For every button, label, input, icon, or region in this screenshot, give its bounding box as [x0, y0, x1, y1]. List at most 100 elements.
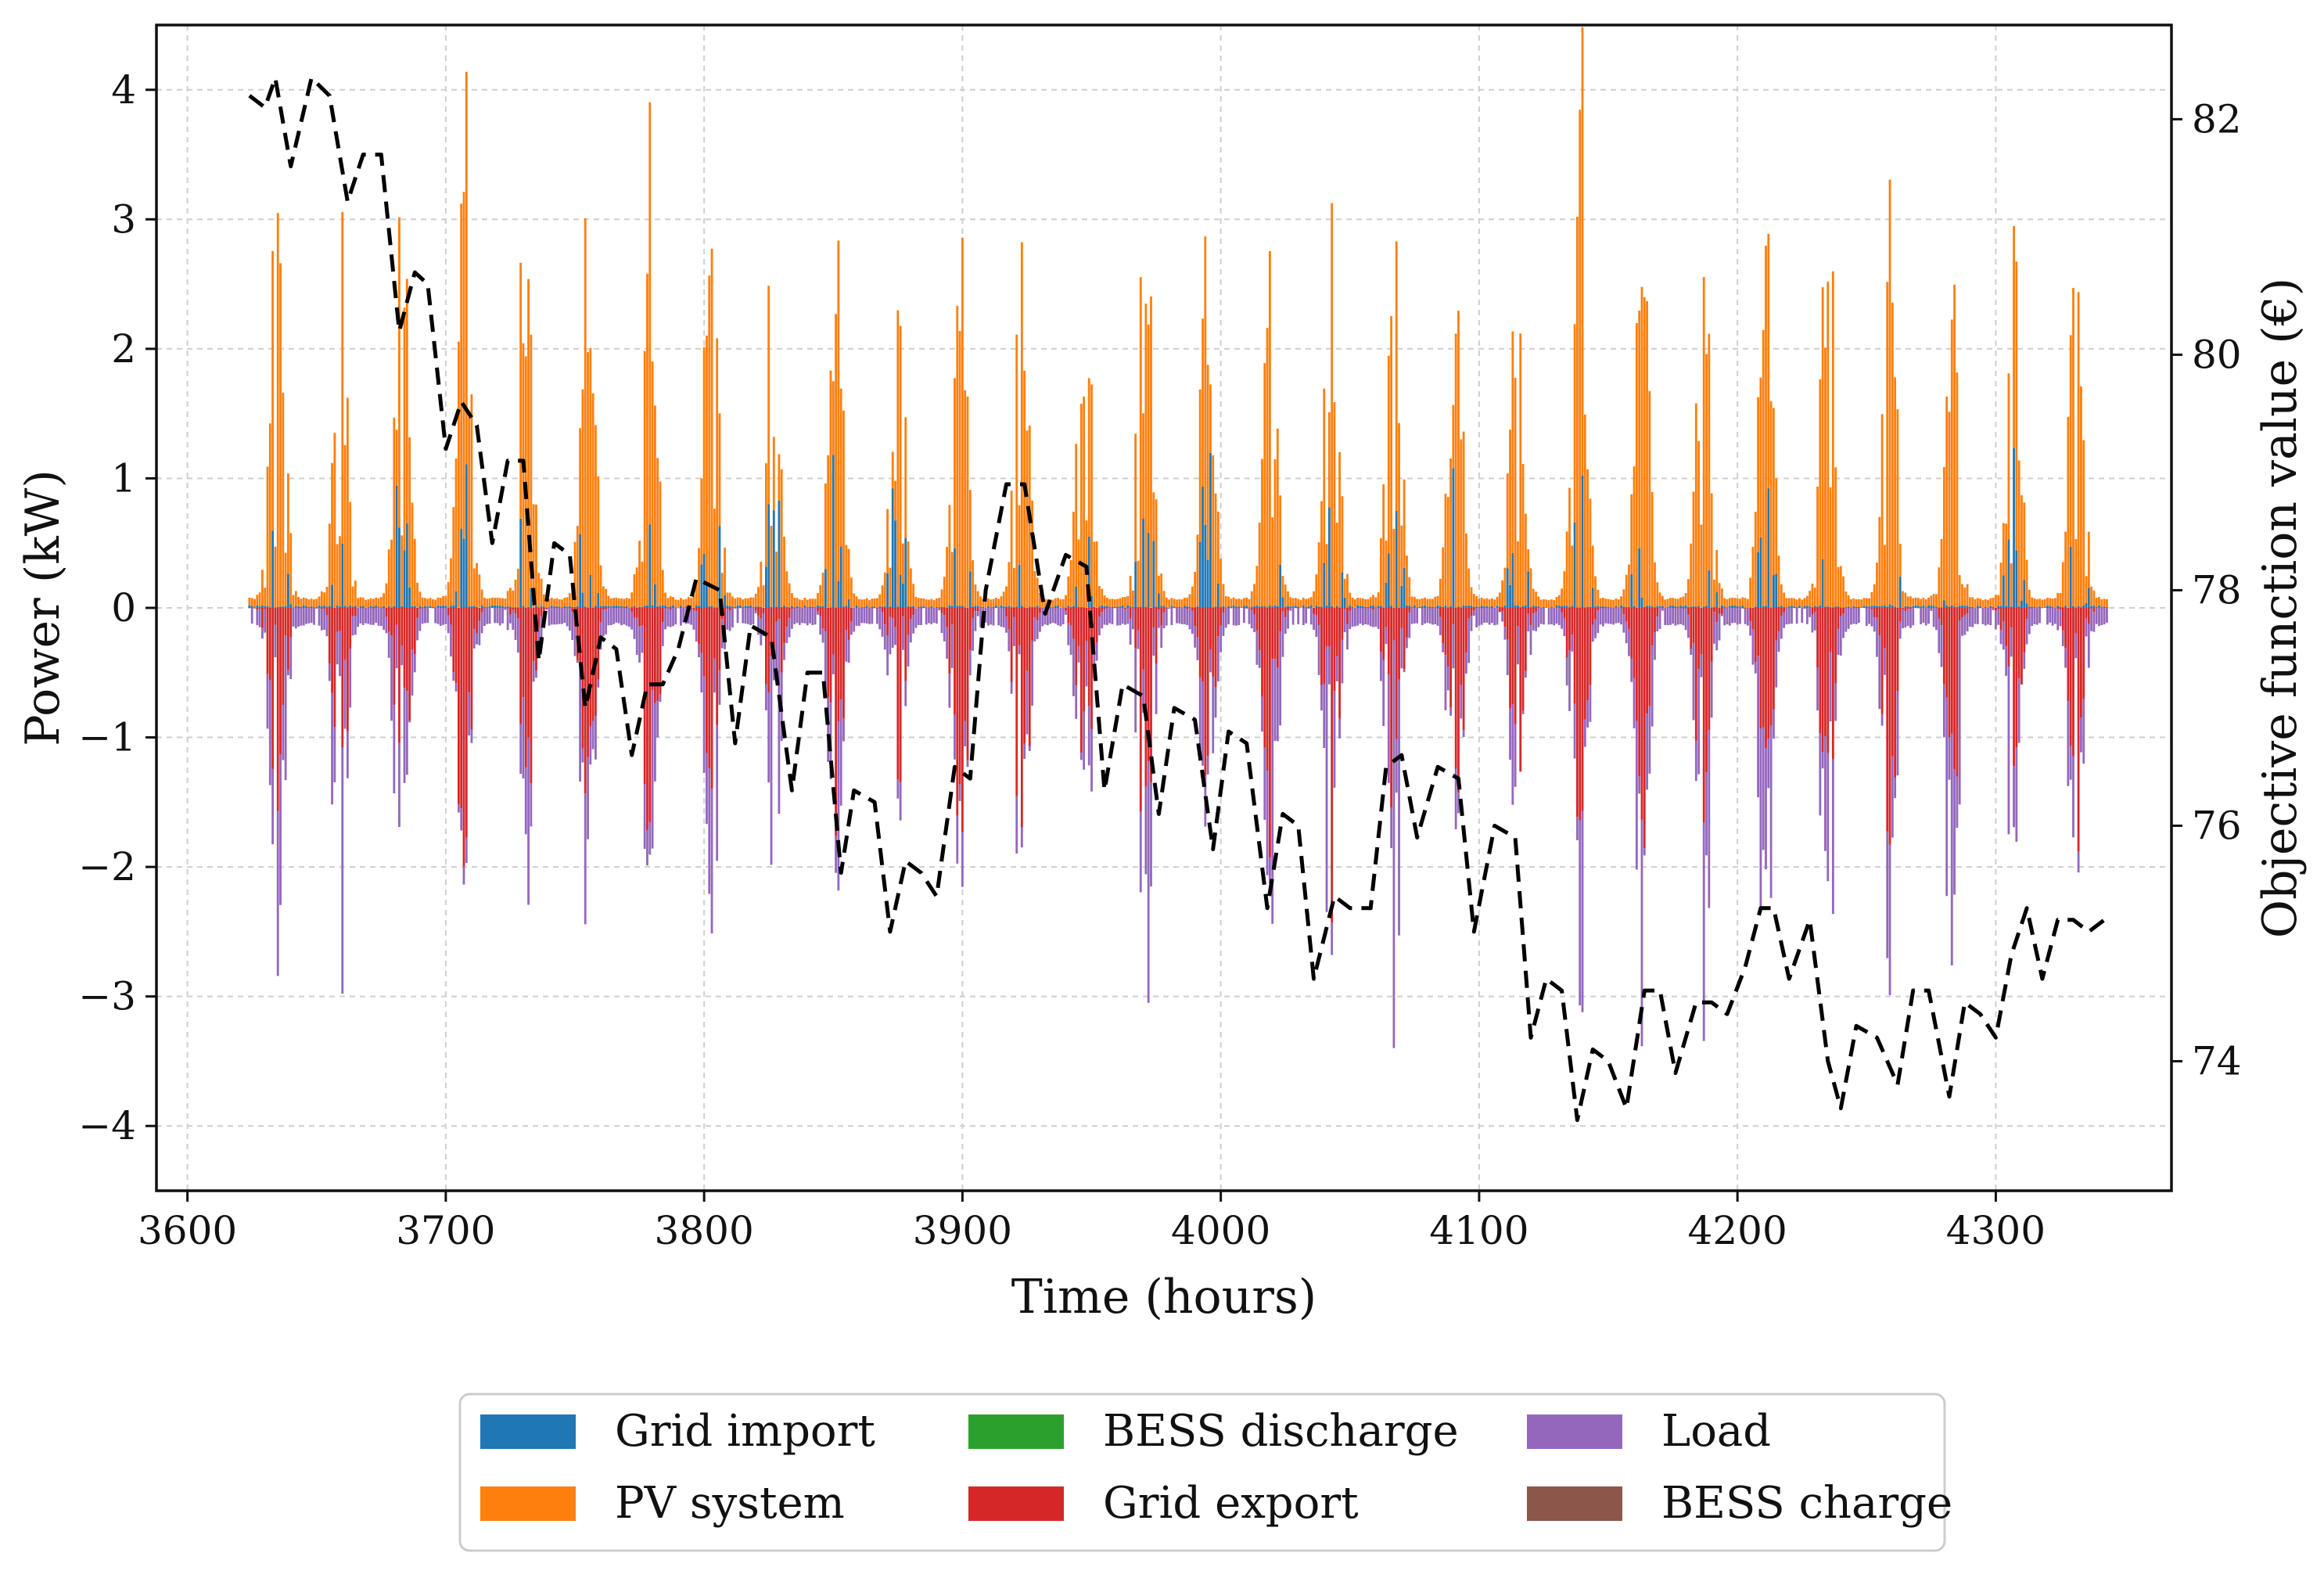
bar-grid-import	[749, 606, 752, 608]
bar-pv-system	[1945, 396, 1949, 606]
bar-load	[537, 627, 541, 645]
bar-grid-export	[889, 608, 892, 617]
bar-pv-system	[1791, 598, 1793, 606]
bar-pv-system	[925, 599, 928, 608]
bar-load	[434, 608, 437, 624]
bar-grid-import	[1953, 606, 1956, 608]
bar-load	[845, 630, 848, 662]
bar-grid-import	[1119, 606, 1122, 608]
bar-grid-export	[1039, 608, 1041, 613]
bar-grid-import	[669, 606, 672, 608]
bar-pv-system	[1805, 595, 1809, 606]
bar-grid-export	[454, 608, 458, 684]
bar-pv-system	[1599, 598, 1602, 607]
bar-pv-system	[569, 593, 571, 606]
bar-grid-import	[1036, 606, 1039, 608]
bar-grid-import	[653, 584, 656, 608]
bar-pv-system	[315, 598, 318, 607]
bar-load	[899, 782, 902, 821]
bar-grid-export	[718, 608, 721, 670]
bar-grid-import	[561, 607, 563, 608]
bar-grid-export	[1821, 608, 1824, 753]
bar-grid-export	[1635, 608, 1638, 721]
bar-grid-import	[1565, 606, 1568, 608]
bar-grid-export	[1165, 608, 1168, 609]
bar-load	[1485, 608, 1489, 623]
bar-grid-export	[1222, 608, 1225, 613]
bar-load	[1188, 608, 1191, 630]
bar-load	[1442, 643, 1445, 652]
bar-grid-export	[883, 608, 886, 625]
bar-load	[1119, 608, 1122, 626]
bar-load	[1615, 608, 1618, 624]
bar-grid-export	[390, 608, 393, 636]
bar-grid-import	[1198, 541, 1202, 608]
bar-load	[573, 626, 577, 656]
bar-grid-import	[1529, 607, 1532, 608]
bar-load	[426, 608, 429, 624]
bar-pv-system	[1976, 598, 1979, 606]
bar-load	[680, 608, 682, 626]
bar-grid-import	[1051, 607, 1054, 608]
bar-grid-import	[1791, 606, 1793, 608]
bar-load	[1831, 759, 1834, 915]
bar-grid-import	[426, 606, 429, 608]
bar-pv-system	[1313, 591, 1315, 608]
bar-load	[1924, 608, 1927, 626]
bar-pv-system	[946, 546, 948, 608]
bar-pv-system	[1842, 576, 1844, 608]
bar-pv-system	[390, 539, 393, 608]
bar-grid-import	[1880, 606, 1884, 608]
bar-grid-export	[891, 608, 894, 618]
bar-grid-import	[452, 605, 455, 608]
bar-grid-import	[1720, 605, 1723, 608]
bar-grid-import	[2077, 606, 2080, 608]
bar-grid-export	[587, 608, 589, 757]
bar-grid-export	[1202, 608, 1204, 682]
bar-pv-system	[1051, 599, 1054, 608]
bar-load	[2038, 608, 2041, 624]
bar-grid-import	[1898, 577, 1902, 608]
x-tick-label: 3600	[138, 1208, 237, 1253]
bar-pv-system	[1741, 597, 1744, 606]
bar-pv-system	[1382, 483, 1385, 608]
bar-grid-export	[839, 608, 842, 700]
bar-pv-system	[1506, 473, 1509, 569]
bar-grid-export	[256, 608, 259, 610]
bar-grid-export	[1837, 608, 1840, 629]
bar-load	[2013, 766, 2015, 828]
bar-grid-import	[1276, 606, 1279, 608]
bar-pv-system	[1906, 596, 1909, 607]
bar-pv-system	[1299, 599, 1302, 608]
bar-load	[1503, 627, 1507, 640]
bar-grid-import	[594, 606, 597, 608]
bar-load	[1749, 621, 1752, 636]
bar-pv-system	[1992, 598, 1995, 607]
bar-load	[661, 622, 664, 646]
bar-load	[1876, 617, 1878, 657]
bar-pv-system	[922, 598, 925, 607]
bar-grid-export	[1894, 608, 1897, 778]
bar-load	[1018, 645, 1021, 655]
bar-load	[261, 627, 264, 639]
bar-load	[1075, 685, 1078, 719]
bar-grid-export	[1511, 608, 1514, 705]
bar-grid-import	[1209, 453, 1212, 608]
bar-pv-system	[522, 343, 525, 606]
bar-grid-import	[1043, 607, 1047, 608]
bar-grid-export	[1992, 608, 1995, 609]
bar-pv-system	[2082, 440, 2085, 606]
bar-grid-import	[987, 606, 990, 608]
bar-grid-import	[817, 605, 819, 608]
bar-grid-export	[468, 608, 471, 693]
bar-pv-system	[845, 545, 848, 606]
bar-load	[1535, 611, 1537, 631]
bar-pv-system	[1744, 598, 1747, 608]
bar-grid-import	[279, 606, 282, 608]
bar-grid-export	[835, 608, 837, 836]
bar-load	[442, 608, 444, 625]
bar-load	[1942, 684, 1945, 738]
bar-grid-import	[1501, 607, 1504, 608]
bar-pv-system	[490, 597, 494, 606]
bar-pv-system	[847, 548, 850, 599]
